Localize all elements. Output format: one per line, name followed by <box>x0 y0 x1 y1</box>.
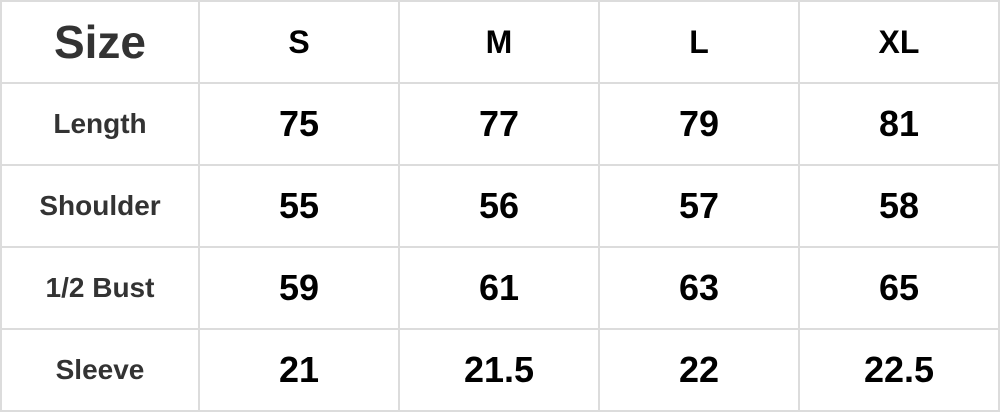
header-row: Size S M L XL <box>0 0 1000 84</box>
table-row: Sleeve 21 21.5 22 22.5 <box>0 328 1000 412</box>
row-label: Sleeve <box>0 328 200 412</box>
size-header: Size <box>0 0 200 84</box>
table-row: Length 75 77 79 81 <box>0 82 1000 166</box>
size-m: M <box>398 0 600 84</box>
cell-value: 63 <box>598 246 800 330</box>
cell-value: 22.5 <box>798 328 1000 412</box>
cell-value: 57 <box>598 164 800 248</box>
cell-value: 21.5 <box>398 328 600 412</box>
size-l: L <box>598 0 800 84</box>
row-label: Shoulder <box>0 164 200 248</box>
cell-value: 59 <box>198 246 400 330</box>
cell-value: 77 <box>398 82 600 166</box>
size-xl: XL <box>798 0 1000 84</box>
cell-value: 81 <box>798 82 1000 166</box>
cell-value: 75 <box>198 82 400 166</box>
cell-value: 21 <box>198 328 400 412</box>
cell-value: 56 <box>398 164 600 248</box>
size-s: S <box>198 0 400 84</box>
table-row: 1/2 Bust 59 61 63 65 <box>0 246 1000 330</box>
cell-value: 61 <box>398 246 600 330</box>
cell-value: 79 <box>598 82 800 166</box>
cell-value: 55 <box>198 164 400 248</box>
table-row: Shoulder 55 56 57 58 <box>0 164 1000 248</box>
row-label: 1/2 Bust <box>0 246 200 330</box>
row-label: Length <box>0 82 200 166</box>
cell-value: 22 <box>598 328 800 412</box>
cell-value: 65 <box>798 246 1000 330</box>
cell-value: 58 <box>798 164 1000 248</box>
